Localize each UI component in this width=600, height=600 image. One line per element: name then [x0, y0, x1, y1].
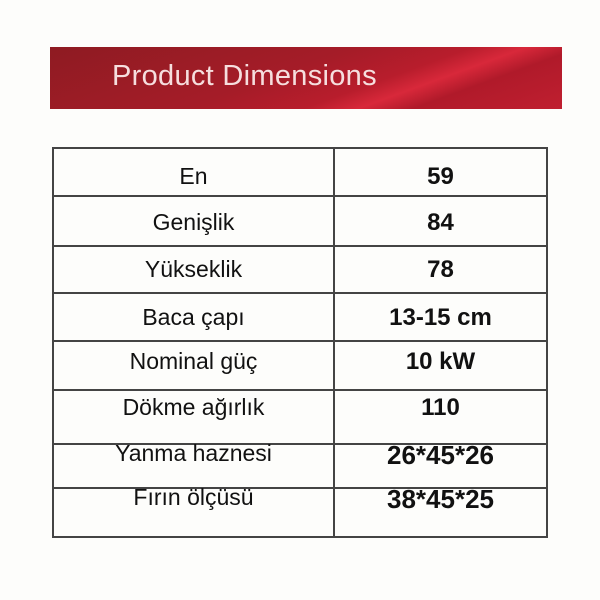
row-value: 13-15 cm	[389, 304, 492, 331]
row-divider	[54, 389, 546, 391]
page-title: Product Dimensions	[112, 60, 377, 92]
row-value: 10 kW	[405, 348, 476, 375]
row-value: 78	[427, 256, 454, 283]
row-value: 26*45*26	[387, 440, 494, 470]
row-value: 110	[421, 394, 460, 421]
row-value: 38*45*25	[387, 484, 494, 514]
row-label: Fırın ölçüsü	[133, 484, 254, 510]
column-divider	[333, 149, 335, 536]
row-divider	[54, 443, 546, 445]
row-value: 59	[427, 163, 454, 190]
row-divider	[54, 245, 546, 247]
header-banner: Product Dimensions	[50, 47, 562, 109]
dimensions-table: En 59 Genişlik 84 Yükseklik 78 Baca çapı…	[52, 147, 548, 538]
row-divider	[54, 292, 546, 294]
row-label: Nominal güç	[129, 348, 258, 374]
row-label: Dökme ağırlık	[122, 394, 265, 420]
row-divider	[54, 340, 546, 342]
row-label: Yükseklik	[144, 256, 243, 282]
row-divider	[54, 195, 546, 197]
row-label: Yanma haznesi	[115, 440, 272, 466]
row-label: Genişlik	[152, 209, 235, 235]
row-value: 84	[427, 209, 454, 236]
row-divider	[54, 487, 546, 489]
row-label: Baca çapı	[142, 304, 245, 330]
row-label: En	[179, 163, 208, 189]
